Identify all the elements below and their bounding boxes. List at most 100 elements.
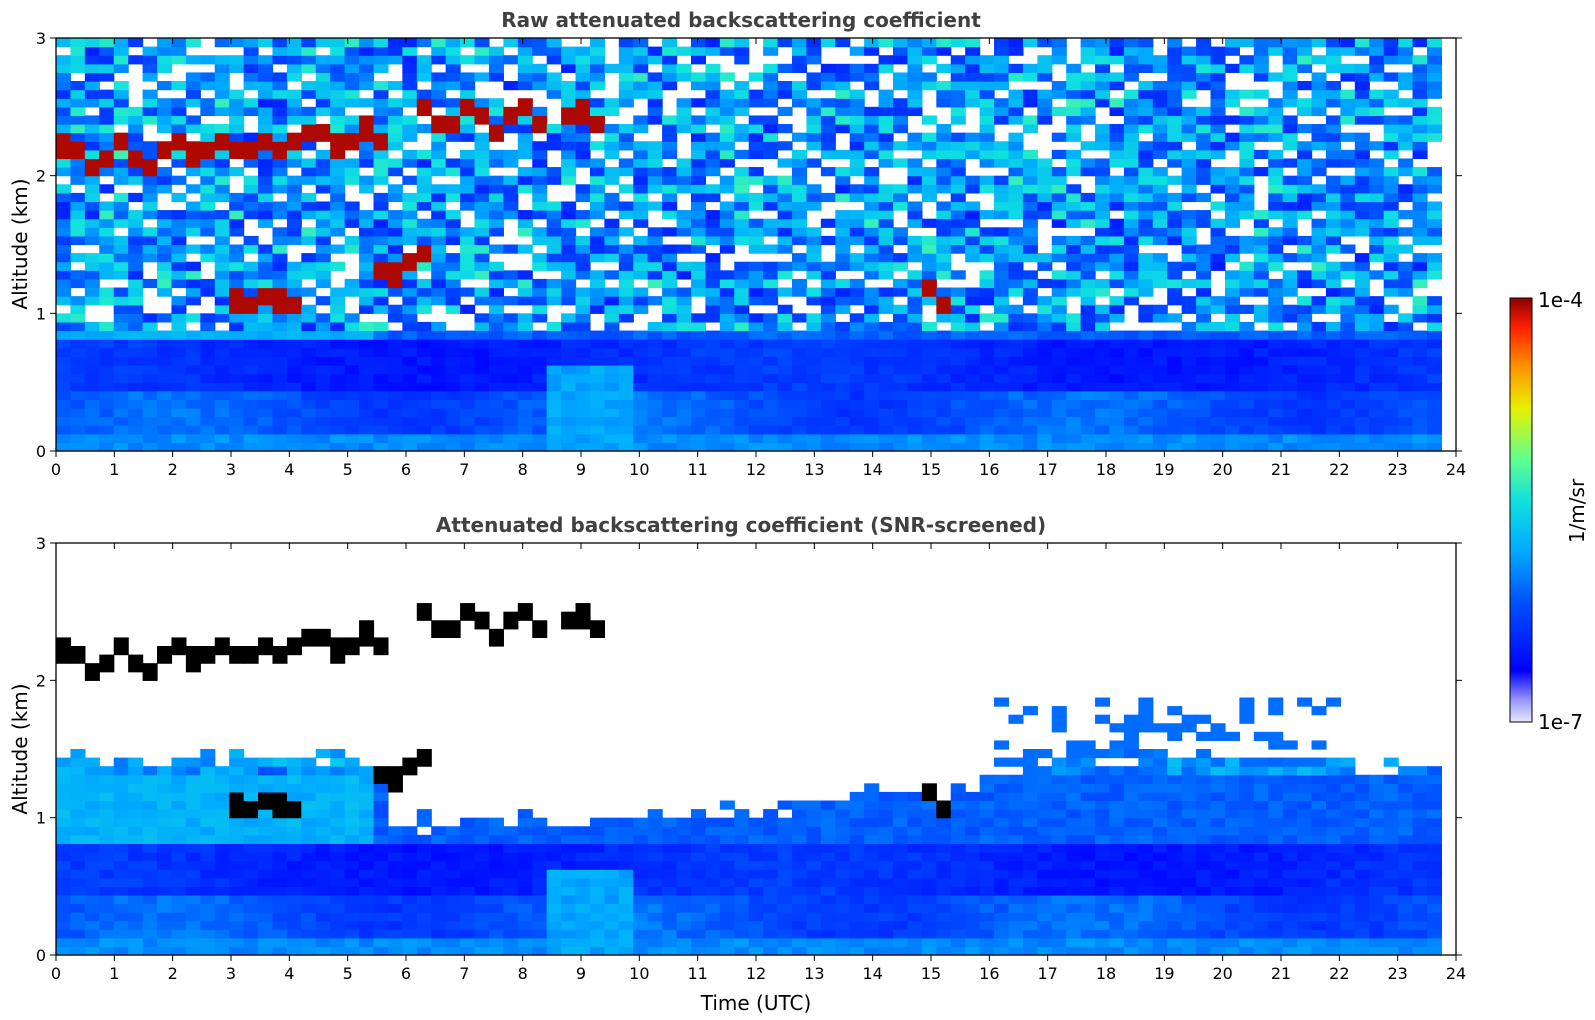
heatmap-cell (561, 912, 577, 922)
heatmap-cell (503, 210, 519, 220)
heatmap-cell (84, 937, 100, 948)
heatmap-cell (157, 886, 173, 896)
heatmap-cell (301, 270, 317, 280)
heatmap-cell (719, 124, 735, 134)
heatmap-cell (431, 244, 447, 254)
heatmap-cell (1426, 38, 1443, 48)
heatmap-cell (1080, 98, 1096, 108)
heatmap-cell (157, 809, 173, 819)
heatmap-cell (792, 356, 808, 366)
heatmap-cell (1398, 433, 1414, 443)
heatmap-cell (1253, 55, 1269, 65)
heatmap-cell (1340, 227, 1356, 237)
heatmap-cell (748, 399, 764, 409)
heatmap-cell (1282, 218, 1298, 228)
heatmap-cell (1167, 278, 1183, 289)
heatmap-cell (546, 416, 562, 426)
heatmap-cell (258, 894, 274, 905)
heatmap-cell (315, 201, 331, 211)
heatmap-cell (474, 313, 490, 323)
heatmap-cell (1095, 218, 1111, 228)
heatmap-cell (849, 89, 865, 99)
heatmap-cell (921, 132, 937, 142)
heatmap-cell (113, 158, 129, 168)
heatmap-cell (488, 860, 504, 870)
heatmap-cell (1167, 158, 1183, 168)
heatmap-cell (214, 132, 230, 142)
heatmap-cell (676, 304, 692, 314)
heatmap-cell (344, 637, 360, 647)
heatmap-cell (1210, 330, 1226, 340)
heatmap-cell (56, 809, 72, 819)
heatmap-cell (330, 834, 346, 845)
heatmap-cell (258, 149, 274, 160)
heatmap-cell (200, 356, 216, 366)
heatmap-cell (214, 55, 230, 65)
heatmap-cell (921, 407, 937, 418)
heatmap-cell (849, 390, 865, 400)
heatmap-cell (1008, 347, 1024, 357)
heatmap-cell (1282, 356, 1298, 366)
heatmap-cell (258, 192, 274, 203)
heatmap-cell (344, 321, 360, 332)
heatmap-cell (1239, 321, 1255, 332)
heatmap-cell (286, 912, 302, 922)
heatmap-cell (561, 407, 577, 418)
heatmap-cell (1354, 89, 1370, 99)
heatmap-cell (1311, 132, 1327, 142)
heatmap-cell (1311, 261, 1327, 271)
heatmap-cell (1080, 253, 1096, 263)
heatmap-cell (171, 330, 187, 340)
heatmap-cell (402, 834, 418, 845)
heatmap-cell (1138, 330, 1154, 340)
heatmap-cell (763, 433, 779, 443)
heatmap-cell (633, 244, 649, 254)
heatmap-cell (474, 339, 490, 349)
heatmap-cell (128, 894, 144, 905)
heatmap-cell (1412, 296, 1428, 306)
heatmap-cell (460, 903, 476, 913)
heatmap-cell (1051, 55, 1067, 65)
heatmap-cell (474, 175, 490, 185)
heatmap-cell (99, 149, 115, 160)
heatmap-cell (272, 55, 288, 65)
heatmap-cell (243, 791, 259, 802)
heatmap-cell (229, 894, 245, 905)
heatmap-cell (921, 347, 937, 357)
heatmap-cell (676, 433, 692, 443)
heatmap-cell (864, 72, 880, 82)
heatmap-cell (1340, 38, 1356, 48)
x-tick-label: 10 (629, 460, 649, 479)
heatmap-cell (128, 843, 144, 853)
heatmap-cell (1282, 132, 1298, 142)
heatmap-cell (200, 278, 216, 289)
heatmap-cell (1181, 124, 1197, 134)
heatmap-cell (647, 817, 663, 827)
heatmap-cell (561, 55, 577, 65)
heatmap-cell (402, 903, 418, 913)
heatmap-cell (734, 347, 750, 357)
heatmap-cell (214, 946, 230, 956)
heatmap-cell (330, 210, 346, 220)
heatmap-cell (99, 783, 115, 793)
heatmap-cell (561, 611, 577, 621)
heatmap-cell (373, 270, 389, 280)
heatmap-cell (1095, 201, 1111, 211)
heatmap-cell (604, 886, 620, 896)
heatmap-cell (719, 425, 735, 435)
heatmap-cell (214, 442, 230, 452)
heatmap-cell (618, 261, 634, 271)
heatmap-cell (503, 920, 519, 930)
heatmap-cell (171, 132, 187, 142)
heatmap-cell (315, 356, 331, 366)
heatmap-cell (1037, 89, 1053, 99)
heatmap-cell (618, 834, 634, 845)
heatmap-cell (994, 55, 1010, 65)
heatmap-cell (1311, 201, 1327, 211)
heatmap-cell (1109, 253, 1125, 263)
heatmap-cell (1123, 278, 1139, 289)
heatmap-cell (330, 55, 346, 65)
heatmap-cell (662, 278, 678, 289)
heatmap-cell (792, 382, 808, 392)
heatmap-cell (618, 946, 634, 956)
